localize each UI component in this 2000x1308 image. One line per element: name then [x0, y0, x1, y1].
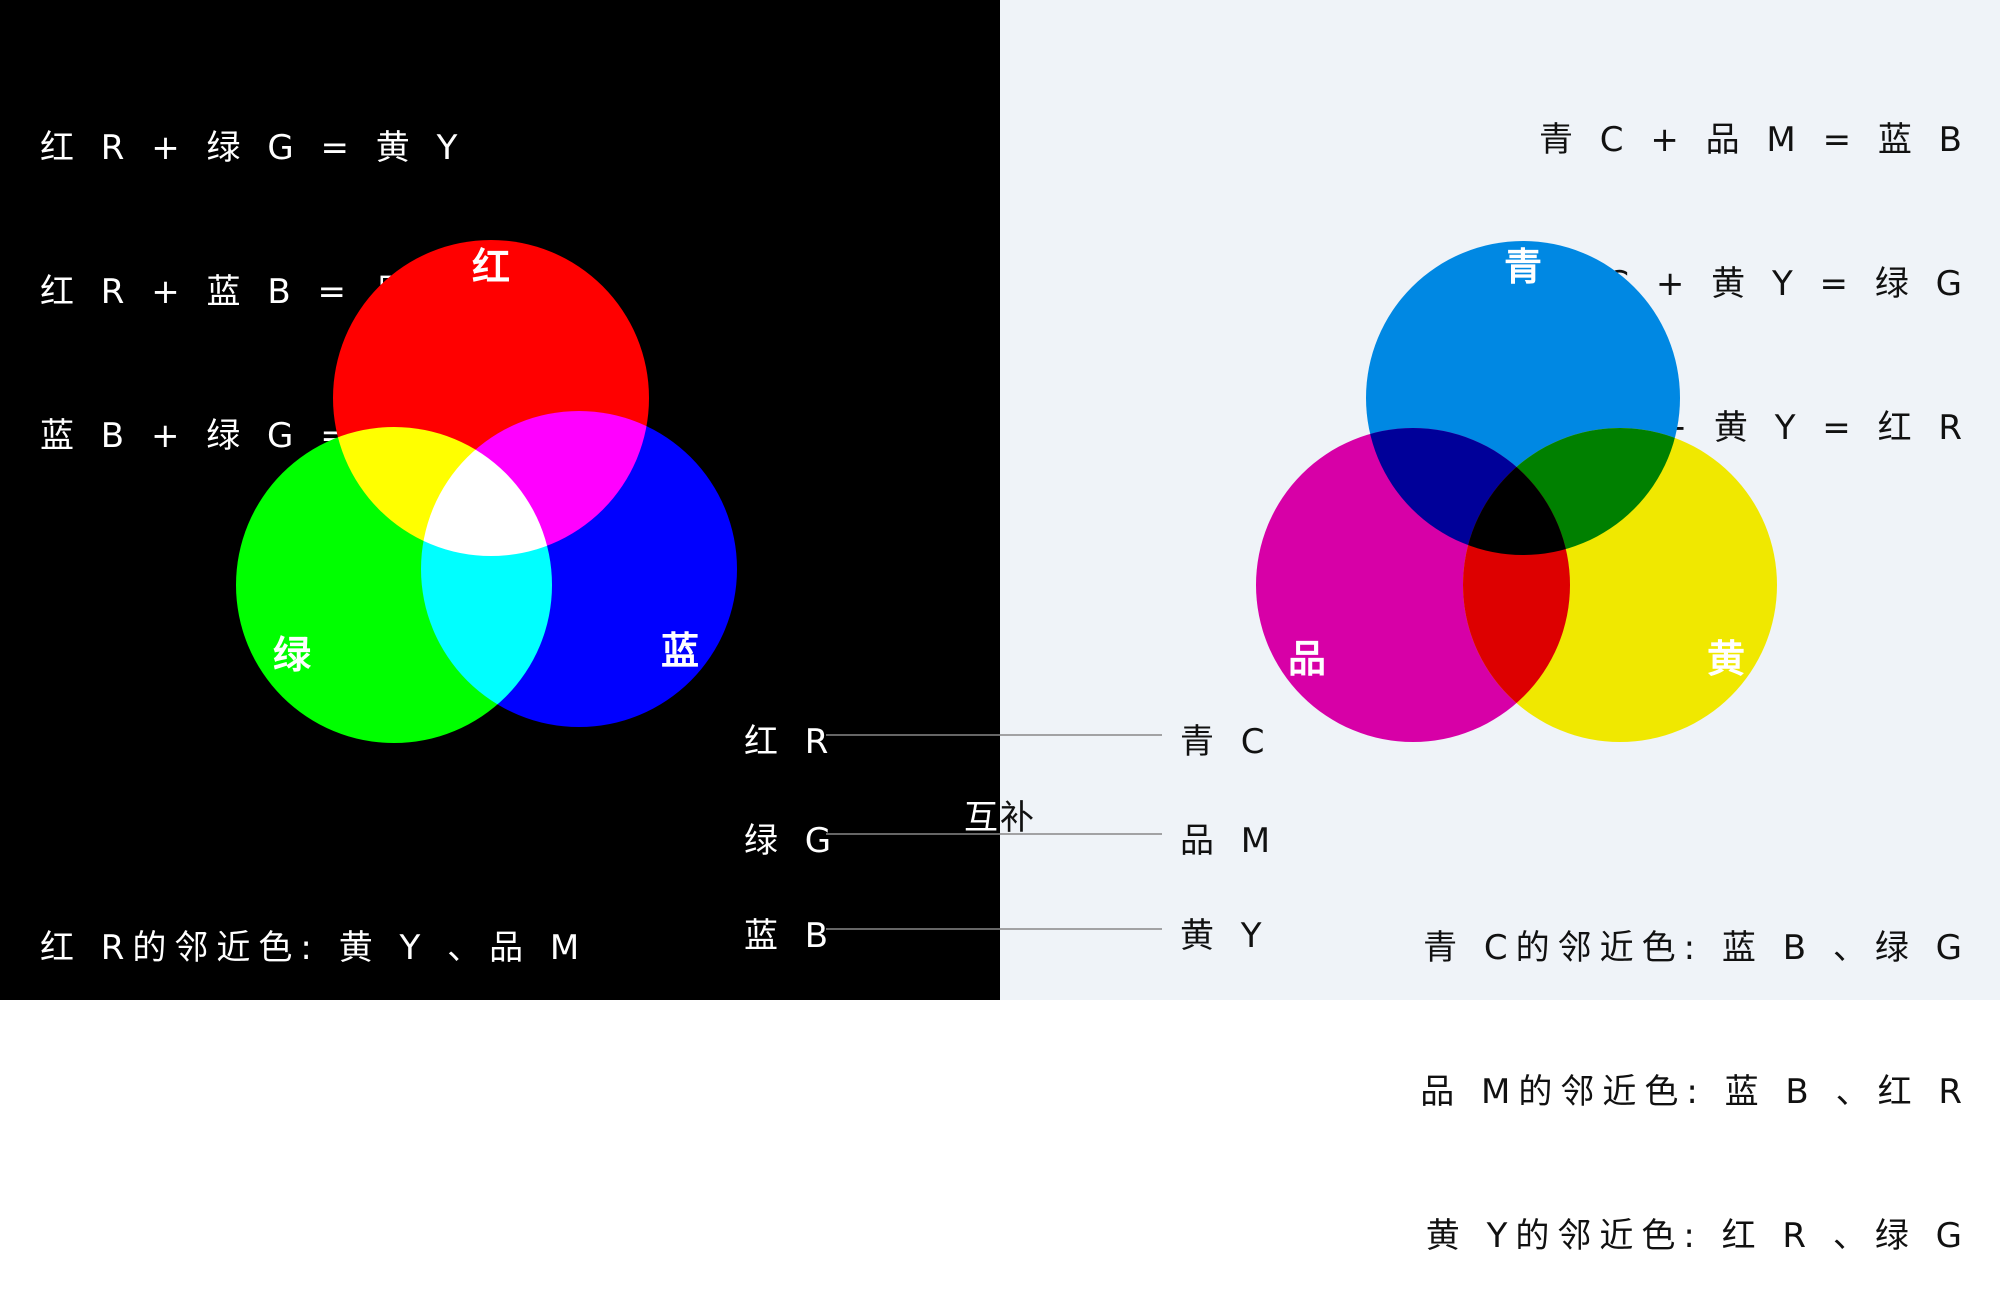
black-overlap	[1463, 428, 1570, 555]
adjacency-line: 红 R的邻近色: 黄 Y 、品 M	[40, 928, 588, 968]
complementary-label-left: 互	[964, 798, 1000, 838]
adjacency-line: 青 C的邻近色: 蓝 B 、绿 G	[1423, 928, 1970, 968]
subtractive-adjacency: 青 C的邻近色: 蓝 B 、绿 G 品 M的邻近色: 蓝 B 、红 R 黄 Y的…	[1420, 828, 1970, 1308]
complement-right-label: 青 C	[1180, 722, 1273, 762]
blue-circle	[421, 411, 737, 727]
adjacency-line: 绿 G的邻近色: 黄 Y 、青 C	[40, 1072, 585, 1112]
complement-left-label: 蓝 B	[744, 916, 837, 956]
additive-adjacency: 红 R的邻近色: 黄 Y 、品 M 绿 G的邻近色: 黄 Y 、青 C 蓝 B的…	[40, 828, 590, 1308]
venn-diagrams: 红 绿 蓝 青 品 黄	[236, 240, 1777, 930]
complement-left-label: 红 R	[744, 722, 837, 762]
magenta-circle-label: 品	[1288, 637, 1326, 681]
complement-left-label: 绿 G	[744, 821, 840, 861]
cyan-circle-label: 青	[1504, 245, 1542, 289]
blue-circle-label: 蓝	[661, 629, 699, 673]
equation-line: 红 R + 绿 G = 黄 Y	[40, 128, 466, 168]
yellow-circle-label: 黄	[1707, 637, 1745, 681]
subtractive-venn	[1256, 241, 1777, 742]
adjacency-line: 黄 Y的邻近色: 红 R 、绿 G	[1425, 1216, 1970, 1256]
red-circle-label: 红	[472, 245, 510, 289]
adjacency-line: 品 M的邻近色: 蓝 B 、红 R	[1420, 1072, 1970, 1112]
complementary-label: 互补	[964, 790, 1036, 839]
complement-right-label: 品 M	[1180, 821, 1279, 861]
adjacency-line: 蓝 B的邻近色: 青 C 、品 M	[40, 1216, 590, 1256]
complement-right-label: 黄 Y	[1180, 916, 1270, 956]
green-circle-label: 绿	[273, 633, 312, 677]
complementary-label-right: 补	[1000, 798, 1036, 838]
additive-venn	[236, 240, 737, 743]
equation-line: 青 C + 品 M = 蓝 B	[1538, 120, 1970, 160]
